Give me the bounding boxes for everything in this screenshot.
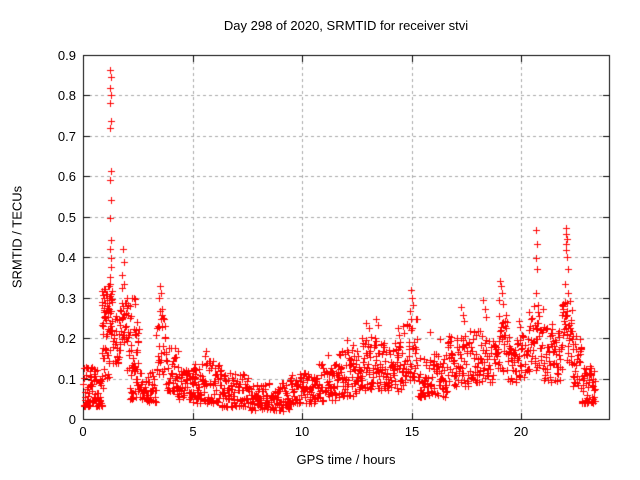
- y-tick-label: 0.2: [57, 331, 76, 346]
- y-tick-label: 0.6: [57, 169, 76, 184]
- x-tick-label: 15: [404, 424, 420, 439]
- y-tick-label: 0.4: [57, 250, 76, 265]
- y-tick-label: 0.7: [57, 129, 76, 144]
- x-tick-label: 0: [79, 424, 87, 439]
- y-tick-label: 0.9: [57, 48, 76, 63]
- y-tick-label: 0.3: [57, 291, 76, 306]
- y-tick-label: 0: [68, 412, 76, 427]
- x-axis-label: GPS time / hours: [296, 452, 396, 467]
- x-tick-label: 5: [189, 424, 197, 439]
- x-tick-label: 10: [294, 424, 310, 439]
- x-tick-label: 20: [513, 424, 529, 439]
- y-axis-label: SRMTID / TECUs: [9, 185, 25, 289]
- y-tick-label: 0.5: [57, 210, 76, 225]
- y-tick-label: 0.1: [57, 372, 76, 387]
- y-tick-label: 0.8: [57, 88, 76, 103]
- chart-title: Day 298 of 2020, SRMTID for receiver stv…: [223, 18, 469, 33]
